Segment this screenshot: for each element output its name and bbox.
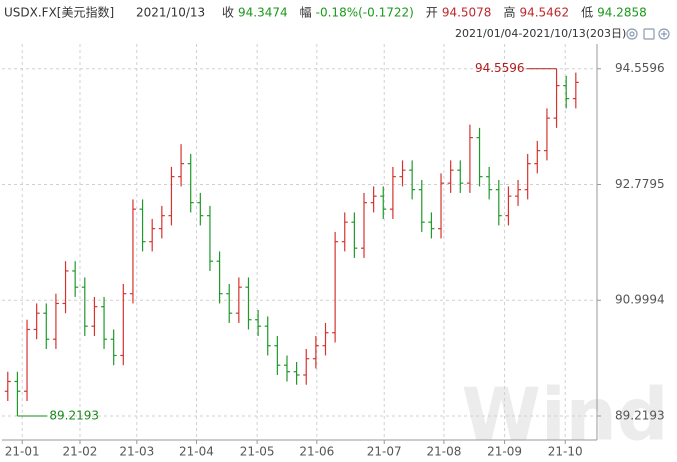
quote-label: 低 bbox=[581, 6, 593, 20]
quote-label: 幅 bbox=[300, 5, 312, 20]
x-tick-label: 21-01 bbox=[5, 445, 40, 459]
annotation-label: 89.2193 bbox=[49, 408, 99, 422]
annotation-label: 94.5596 bbox=[475, 61, 525, 75]
x-tick-label: 21-06 bbox=[299, 445, 334, 459]
quote-label: 收 bbox=[222, 6, 234, 20]
quote-label: 开 bbox=[426, 6, 438, 20]
y-tick-label: 89.2193 bbox=[615, 408, 665, 422]
date: 2021/10/13 bbox=[136, 6, 205, 20]
quote-value: -0.18%(-0.1722) bbox=[316, 6, 414, 20]
x-tick-label: 21-07 bbox=[367, 445, 402, 459]
quote-value: 94.3474 bbox=[238, 6, 288, 20]
symbol: USDX.FX[美元指数] bbox=[4, 5, 114, 20]
y-tick-label: 90.9994 bbox=[615, 293, 665, 307]
y-tick-label: 94.5596 bbox=[615, 61, 665, 75]
date-range: 2021/01/04-2021/10/13(203日) bbox=[455, 27, 626, 40]
quote-value: 94.5462 bbox=[519, 6, 569, 20]
x-tick-label: 21-10 bbox=[548, 445, 583, 459]
quote-value: 94.2858 bbox=[597, 6, 647, 20]
x-tick-label: 21-04 bbox=[179, 445, 214, 459]
x-tick-label: 21-05 bbox=[240, 445, 275, 459]
quote-label: 高 bbox=[503, 5, 515, 20]
x-tick-label: 21-09 bbox=[487, 445, 522, 459]
y-tick-label: 92.7795 bbox=[615, 177, 665, 191]
header: USDX.FX[美元指数] 2021/10/13 收 94.3474 幅 -0.18%… bbox=[4, 5, 647, 20]
x-tick-label: 21-02 bbox=[63, 445, 98, 459]
toolbar-icons[interactable] bbox=[626, 28, 670, 40]
x-tick-label: 21-08 bbox=[426, 445, 461, 459]
x-tick-label: 21-03 bbox=[119, 445, 154, 459]
quote-value: 94.5078 bbox=[442, 6, 492, 20]
